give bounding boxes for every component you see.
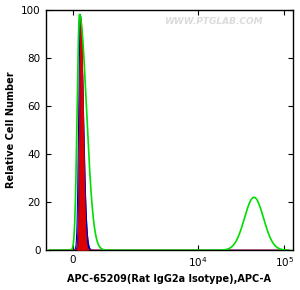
Y-axis label: Relative Cell Number: Relative Cell Number [6,72,16,188]
Text: WWW.PTGLAB.COM: WWW.PTGLAB.COM [164,17,263,26]
X-axis label: APC-65209(Rat IgG2a Isotype),APC-A: APC-65209(Rat IgG2a Isotype),APC-A [67,274,271,284]
